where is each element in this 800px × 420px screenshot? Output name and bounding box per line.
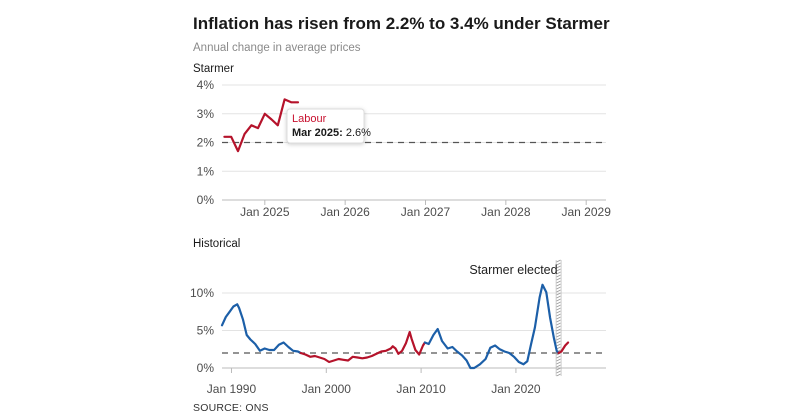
- historical-x-tick-label: Jan 2000: [302, 382, 352, 396]
- historical-y-tick-label: 5%: [197, 324, 215, 338]
- annotation-hatch: [556, 280, 561, 284]
- annotation-hatch: [556, 361, 561, 365]
- annotation-hatch: [556, 289, 561, 293]
- annotation-hatch: [556, 298, 561, 302]
- annotation-hatch: [556, 304, 561, 308]
- annotation-hatch: [556, 331, 561, 335]
- historical-series-conservative-line: [423, 283, 560, 370]
- starmer-x-tick-label: Jan 2025: [240, 205, 290, 219]
- annotation-hatch: [556, 292, 561, 296]
- annotation-hatch: [556, 358, 561, 362]
- historical-series-conservative-line: [220, 303, 302, 355]
- annotation-label: Starmer elected: [469, 263, 557, 277]
- starmer-y-tick-label: 4%: [197, 78, 215, 92]
- historical-y-tick-label: 0%: [197, 361, 215, 375]
- annotation-hatch: [556, 367, 561, 371]
- annotation-hatch: [556, 274, 561, 278]
- annotation-hatch: [556, 337, 561, 341]
- source-note: SOURCE: ONS: [193, 402, 269, 414]
- annotation-hatch: [556, 286, 561, 290]
- starmer-x-tick-label: Jan 2028: [481, 205, 531, 219]
- annotation-hatch: [556, 322, 561, 326]
- chart-title: Inflation has risen from 2.2% to 3.4% un…: [193, 14, 610, 33]
- starmer-y-tick-label: 1%: [197, 164, 215, 178]
- historical-series-labour-line: [299, 330, 426, 364]
- tooltip-party: Labour: [292, 113, 327, 125]
- annotation-hatch: [556, 340, 561, 344]
- panel-label-starmer: Starmer: [193, 63, 234, 75]
- annotation-hatch: [556, 325, 561, 329]
- annotation-hatch: [556, 268, 561, 272]
- historical-x-tick-label: Jan 1990: [207, 382, 257, 396]
- annotation-hatch: [556, 283, 561, 287]
- panel-label-historical: Historical: [193, 238, 241, 250]
- historical-y-tick-label: 10%: [190, 286, 214, 300]
- chart-subtitle: Annual change in average prices: [193, 42, 361, 54]
- starmer-y-tick-label: 2%: [197, 136, 215, 150]
- annotation-hatch: [556, 295, 561, 299]
- starmer-x-tick-label: Jan 2029: [561, 205, 611, 219]
- starmer-series-labour-line: [223, 98, 300, 153]
- annotation-hatch: [556, 373, 561, 377]
- annotation-hatch: [556, 307, 561, 311]
- annotation-hatch: [556, 277, 561, 281]
- historical-x-tick-label: Jan 2020: [491, 382, 541, 396]
- starmer-y-tick-label: 0%: [197, 193, 215, 207]
- starmer-x-tick-label: Jan 2027: [401, 205, 451, 219]
- annotation-hatch: [556, 271, 561, 275]
- historical-x-tick-label: Jan 2010: [396, 382, 446, 396]
- annotation-hatch: [556, 370, 561, 374]
- annotation-hatch: [556, 319, 561, 323]
- annotation-hatch: [556, 310, 561, 314]
- annotation-hatch: [556, 262, 561, 266]
- annotation-hatch: [556, 313, 561, 317]
- annotation-hatch: [556, 334, 561, 338]
- annotation-hatch: [556, 259, 561, 263]
- starmer-x-tick-label: Jan 2026: [320, 205, 370, 219]
- tooltip-box: [286, 108, 365, 144]
- annotation-hatch: [556, 316, 561, 320]
- annotation-hatch: [556, 328, 561, 332]
- annotation-hatch: [556, 265, 561, 269]
- tooltip-value: Mar 2025: 2.6%: [292, 127, 371, 139]
- annotation-hatch: [556, 343, 561, 347]
- historical-series-labour-line: [557, 341, 570, 355]
- annotation-hatch: [556, 301, 561, 305]
- annotation-hatch: [556, 355, 561, 359]
- annotation-hatch: [556, 364, 561, 368]
- starmer-y-tick-label: 3%: [197, 107, 215, 121]
